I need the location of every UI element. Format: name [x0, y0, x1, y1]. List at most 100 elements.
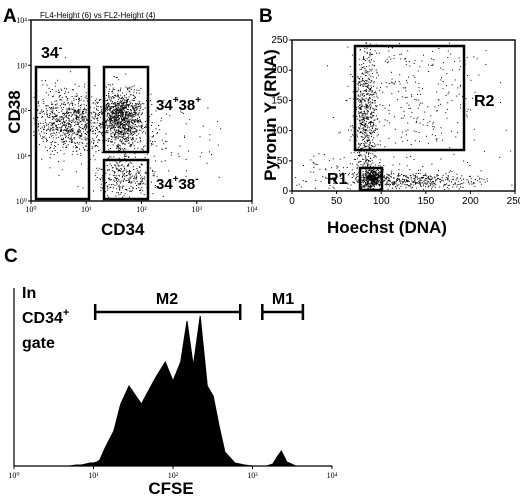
- event-dot: [419, 177, 421, 179]
- event-dot: [96, 122, 98, 124]
- event-dot: [378, 121, 380, 123]
- event-dot: [61, 134, 63, 136]
- event-dot: [356, 164, 358, 165]
- event-dot: [433, 185, 435, 187]
- event-dot: [126, 104, 128, 106]
- event-dot: [357, 118, 359, 120]
- event-dot: [136, 181, 138, 183]
- event-dot: [93, 190, 94, 192]
- event-dot: [368, 116, 370, 118]
- event-dot: [417, 182, 419, 184]
- event-dot: [140, 188, 142, 190]
- event-dot: [136, 92, 137, 94]
- event-dot: [120, 109, 122, 110]
- event-dot: [75, 114, 77, 116]
- event-dot: [431, 188, 432, 190]
- event-dot: [363, 175, 364, 177]
- event-dot: [129, 126, 131, 128]
- event-dot: [371, 178, 373, 180]
- event-dot: [434, 186, 436, 188]
- event-dot: [366, 135, 368, 137]
- event-dot: [367, 107, 369, 109]
- event-dot: [111, 118, 113, 119]
- event-dot: [117, 119, 118, 121]
- event-dot: [140, 183, 141, 184]
- event-dot: [112, 112, 114, 114]
- event-dot: [67, 98, 69, 100]
- event-dot: [378, 171, 380, 173]
- event-dot: [66, 99, 68, 101]
- event-dot: [150, 100, 151, 102]
- event-dot: [141, 125, 143, 127]
- event-dot: [406, 134, 408, 136]
- event-dot: [368, 77, 370, 79]
- event-dot: [373, 176, 375, 177]
- event-dot: [85, 117, 87, 119]
- event-dot: [423, 181, 425, 182]
- event-dot: [105, 182, 107, 183]
- event-dot: [440, 79, 442, 81]
- event-dot: [367, 182, 369, 184]
- event-dot: [46, 130, 48, 132]
- event-dot: [364, 85, 366, 87]
- event-dot: [458, 188, 460, 190]
- event-dot: [325, 177, 327, 179]
- event-dot: [368, 155, 370, 157]
- event-dot: [130, 110, 132, 112]
- event-dot: [121, 180, 123, 182]
- event-dot: [359, 154, 361, 156]
- event-dot: [360, 125, 361, 127]
- event-dot: [374, 171, 375, 173]
- event-dot: [398, 179, 400, 181]
- event-dot: [132, 166, 134, 168]
- event-dot: [138, 172, 140, 173]
- event-dot: [361, 114, 363, 116]
- event-dot: [56, 115, 58, 117]
- event-dot: [80, 113, 82, 115]
- event-dot: [366, 116, 368, 118]
- event-dot: [370, 125, 372, 127]
- event-dot: [154, 171, 156, 173]
- event-dot: [81, 142, 83, 144]
- event-dot: [128, 173, 130, 175]
- event-dot: [86, 104, 87, 106]
- event-dot: [440, 103, 442, 105]
- event-dot: [363, 117, 364, 119]
- event-dot: [367, 183, 369, 185]
- event-dot: [57, 79, 59, 81]
- event-dot: [359, 132, 361, 134]
- event-dot: [117, 121, 119, 123]
- event-dot: [135, 178, 137, 180]
- event-dot: [363, 105, 365, 107]
- event-dot: [358, 127, 359, 129]
- event-dot: [438, 99, 440, 101]
- event-dot: [135, 104, 137, 106]
- event-dot: [110, 122, 112, 124]
- event-dot: [358, 108, 360, 110]
- event-dot: [440, 127, 442, 129]
- event-dot: [414, 60, 416, 62]
- event-dot: [115, 133, 117, 135]
- event-dot: [336, 167, 338, 169]
- event-dot: [111, 97, 113, 99]
- event-dot: [50, 135, 52, 137]
- event-dot: [430, 176, 432, 178]
- event-dot: [46, 139, 47, 141]
- event-dot: [365, 104, 367, 106]
- event-dot: [367, 86, 369, 88]
- event-dot: [377, 180, 379, 182]
- event-dot: [366, 117, 368, 118]
- event-dot: [74, 114, 76, 116]
- event-dot: [366, 139, 368, 141]
- event-dot: [75, 110, 76, 112]
- event-dot: [135, 174, 137, 176]
- event-dot: [364, 178, 366, 180]
- event-dot: [100, 98, 102, 100]
- event-dot: [373, 185, 375, 187]
- event-dot: [133, 98, 135, 99]
- event-dot: [127, 130, 129, 132]
- event-dot: [71, 139, 73, 141]
- event-dot: [125, 73, 127, 75]
- event-dot: [369, 183, 371, 185]
- event-dot: [421, 60, 423, 62]
